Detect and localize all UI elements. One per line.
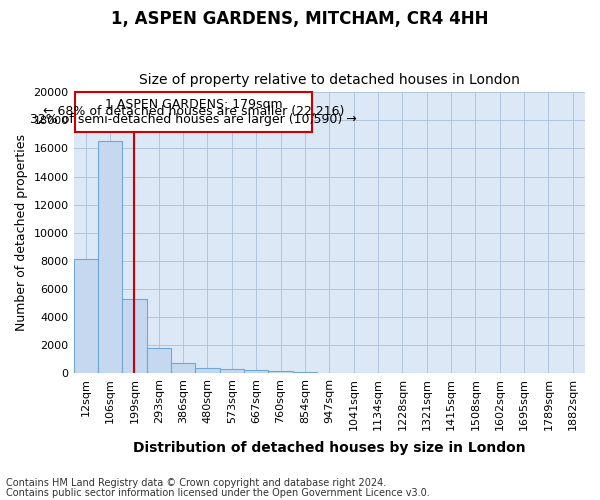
Bar [74, 260, 98, 373]
Text: 32% of semi-detached houses are larger (10,590) →: 32% of semi-detached houses are larger (… [30, 112, 357, 126]
Text: 1 ASPEN GARDENS: 179sqm: 1 ASPEN GARDENS: 179sqm [104, 98, 283, 111]
Text: 1, ASPEN GARDENS, MITCHAM, CR4 4HH: 1, ASPEN GARDENS, MITCHAM, CR4 4HH [111, 10, 489, 28]
Bar [268, 371, 293, 373]
FancyBboxPatch shape [75, 92, 312, 132]
Bar [196, 368, 220, 373]
Text: Contains HM Land Registry data © Crown copyright and database right 2024.: Contains HM Land Registry data © Crown c… [6, 478, 386, 488]
Bar [122, 298, 146, 373]
Y-axis label: Number of detached properties: Number of detached properties [15, 134, 28, 331]
Bar [98, 142, 122, 373]
Bar [146, 348, 171, 373]
Bar [171, 363, 196, 373]
Title: Size of property relative to detached houses in London: Size of property relative to detached ho… [139, 73, 520, 87]
Text: ← 68% of detached houses are smaller (22,216): ← 68% of detached houses are smaller (22… [43, 105, 344, 118]
Bar [220, 370, 244, 373]
Bar [293, 372, 317, 373]
X-axis label: Distribution of detached houses by size in London: Distribution of detached houses by size … [133, 441, 526, 455]
Bar [244, 370, 268, 373]
Text: Contains public sector information licensed under the Open Government Licence v3: Contains public sector information licen… [6, 488, 430, 498]
